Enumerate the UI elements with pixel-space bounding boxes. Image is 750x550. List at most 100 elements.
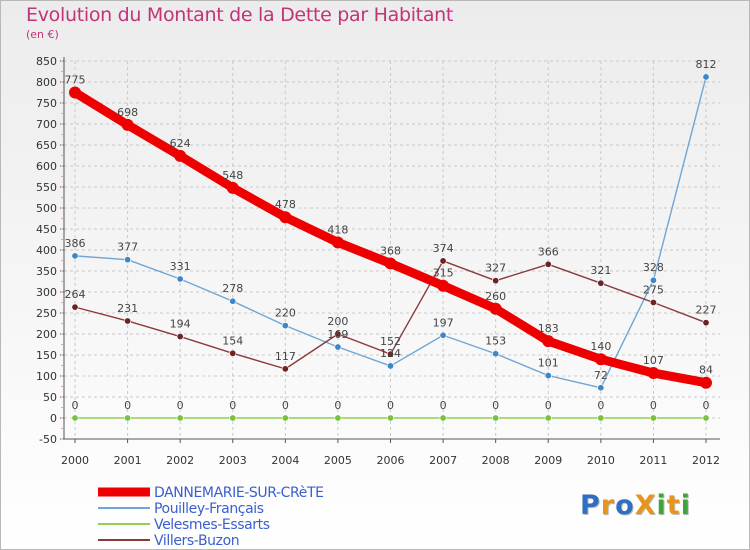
x-tick-label: 2011 — [639, 454, 667, 467]
y-tick-label: 450 — [36, 223, 57, 236]
data-point — [124, 256, 132, 264]
chart-unit-label: (en €) — [26, 28, 59, 41]
data-point — [334, 330, 342, 338]
data-label: 154 — [222, 334, 243, 347]
data-label: 0 — [492, 399, 499, 412]
data-label: 0 — [334, 399, 341, 412]
data-label: 315 — [433, 267, 454, 280]
data-labels: 775 698 624 548 478 418 368 315 260 183 140 107 84 38… — [65, 58, 717, 412]
y-tick-label: 250 — [36, 307, 57, 320]
data-label: 278 — [222, 282, 243, 295]
data-label: 117 — [275, 350, 296, 363]
data-point — [334, 414, 342, 422]
data-label: 0 — [177, 399, 184, 412]
data-point — [124, 317, 132, 325]
data-label: 220 — [275, 307, 296, 320]
data-point — [597, 279, 605, 287]
data-point — [281, 322, 289, 330]
y-tick-label: 500 — [36, 202, 57, 215]
y-tick-label: 50 — [43, 391, 57, 404]
chart-axes: -50 0 50 100 150 200 250 300 350 400 450 500 550 600 6… — [36, 55, 720, 467]
data-label: 0 — [650, 399, 657, 412]
data-point — [649, 298, 657, 306]
data-point — [542, 335, 555, 348]
data-label: 0 — [72, 399, 79, 412]
x-tick-label: 2002 — [166, 454, 194, 467]
x-tick-label: 2004 — [271, 454, 299, 467]
data-point — [702, 414, 710, 422]
data-label: 153 — [485, 335, 506, 348]
data-label: 72 — [594, 369, 608, 382]
data-label: 275 — [643, 284, 664, 297]
y-tick-label: 650 — [36, 139, 57, 152]
y-tick-label: 750 — [36, 97, 57, 110]
data-label: 321 — [590, 264, 611, 277]
x-tick-label: 2010 — [587, 454, 615, 467]
data-label: 0 — [124, 399, 131, 412]
data-label: 377 — [117, 241, 138, 254]
data-label: 231 — [117, 302, 138, 315]
data-point — [174, 149, 187, 162]
data-point — [71, 303, 79, 311]
data-label: 101 — [538, 357, 559, 370]
data-point — [384, 257, 397, 270]
data-label: 194 — [170, 318, 191, 331]
x-tick-label: 2006 — [377, 454, 405, 467]
y-tick-label: 850 — [36, 55, 57, 68]
data-label: 140 — [590, 340, 611, 353]
data-label: 169 — [327, 328, 348, 341]
data-point — [597, 384, 605, 392]
y-tick-label: 100 — [36, 370, 57, 383]
data-point — [176, 275, 184, 283]
data-point — [649, 414, 657, 422]
data-point — [229, 414, 237, 422]
data-label: 386 — [65, 237, 86, 250]
data-point — [281, 414, 289, 422]
y-tick-label: 800 — [36, 76, 57, 89]
logo-letter: o — [615, 490, 635, 521]
data-label: 548 — [222, 169, 243, 182]
data-point — [597, 414, 605, 422]
data-label: 0 — [545, 399, 552, 412]
logo-letter: P — [580, 490, 601, 521]
data-label: 698 — [117, 106, 138, 119]
data-point — [71, 252, 79, 260]
legend-label: DANNEMARIE-SUR-CRèTE — [154, 485, 324, 501]
y-tick-label: 0 — [50, 412, 57, 425]
data-point — [437, 279, 450, 292]
logo-letter: X — [634, 490, 657, 521]
data-point — [439, 414, 447, 422]
data-label: 478 — [275, 198, 296, 211]
data-label: 775 — [65, 74, 86, 87]
data-label: 183 — [538, 322, 559, 335]
x-tick-label: 2012 — [692, 454, 720, 467]
data-label: 366 — [538, 245, 559, 258]
data-point — [649, 276, 657, 284]
x-tick-label: 2003 — [219, 454, 247, 467]
data-point — [702, 73, 710, 81]
y-tick-label: 150 — [36, 349, 57, 362]
x-tick-label: 2009 — [534, 454, 562, 467]
data-point — [124, 414, 132, 422]
data-point — [544, 260, 552, 268]
data-label: 328 — [643, 261, 664, 274]
data-point — [281, 365, 289, 373]
x-tick-label: 2000 — [61, 454, 89, 467]
data-point — [121, 118, 134, 131]
data-label: 327 — [485, 262, 506, 275]
legend-label: Velesmes-Essarts — [154, 517, 270, 533]
data-label: 0 — [597, 399, 604, 412]
data-point — [544, 372, 552, 380]
data-point — [492, 277, 500, 285]
data-point — [69, 86, 81, 99]
data-label: 0 — [440, 399, 447, 412]
data-point — [439, 257, 447, 265]
data-label: 84 — [699, 364, 713, 377]
data-point — [492, 350, 500, 358]
data-label: 152 — [380, 335, 401, 348]
data-point — [647, 367, 660, 380]
logo-letter: i — [656, 490, 667, 521]
y-tick-label: 350 — [36, 265, 57, 278]
data-point — [544, 414, 552, 422]
